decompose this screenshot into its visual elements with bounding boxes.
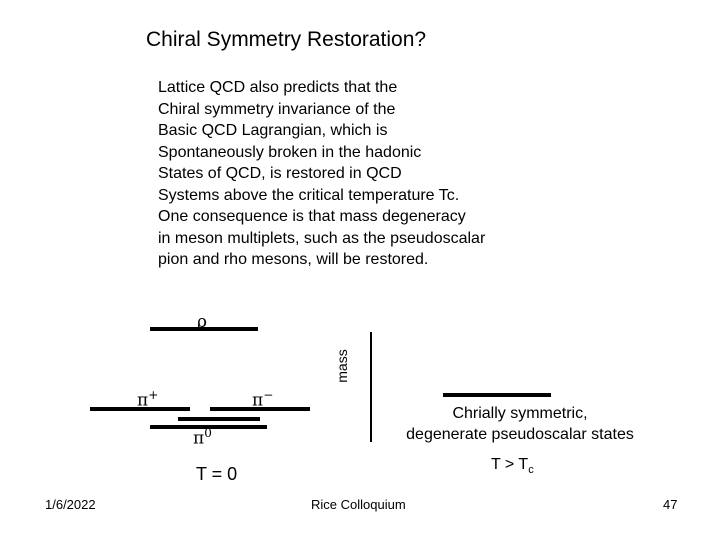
mass-axis-label: mass (334, 349, 350, 383)
pi-minus-label: π− (252, 388, 274, 411)
right-condition-label: T > Tc (491, 456, 534, 477)
body-line: Basic QCD Lagrangian, which is (158, 122, 388, 139)
footer-date: 1/6/2022 (45, 497, 96, 512)
body-line: Lattice QCD also predicts that the (158, 79, 398, 96)
left-condition-label: T = 0 (196, 464, 238, 484)
page-number: 47 (663, 497, 678, 512)
mass-axis (370, 332, 372, 442)
pi-zero-level (178, 417, 260, 421)
pi-plus-label: π+ (137, 388, 159, 411)
slide-title: Chiral Symmetry Restoration? (146, 28, 427, 51)
body-line: Chiral symmetry invariance of the (158, 100, 396, 118)
rho-level (150, 327, 258, 331)
pi-plus-level (90, 407, 190, 411)
footer-center: Rice Colloquium (311, 497, 406, 512)
right-caption-line: degenerate pseudoscalar states (406, 426, 634, 443)
body-line: pion and rho mesons, will be restored. (158, 251, 429, 268)
body-line: Spontaneously broken in the hadonic (158, 143, 422, 161)
degenerate-level (443, 393, 551, 397)
body-line: One consequence is that mass degeneracy (158, 208, 466, 225)
right-caption: Chrially symmetric, degenerate pseudosca… (385, 403, 655, 445)
rho-label: ρ (197, 312, 207, 332)
right-caption-line: Chrially symmetric, (452, 405, 588, 422)
body-line: in meson multiplets, such as the pseudos… (158, 229, 486, 247)
pi-zero-level (150, 425, 267, 429)
pi-minus-level (210, 407, 310, 411)
body-line: States of QCD, is restored in QCD (158, 165, 402, 182)
body-line: Systems above the critical temperature T… (158, 186, 460, 204)
pi-zero-label: π0 (193, 426, 212, 449)
